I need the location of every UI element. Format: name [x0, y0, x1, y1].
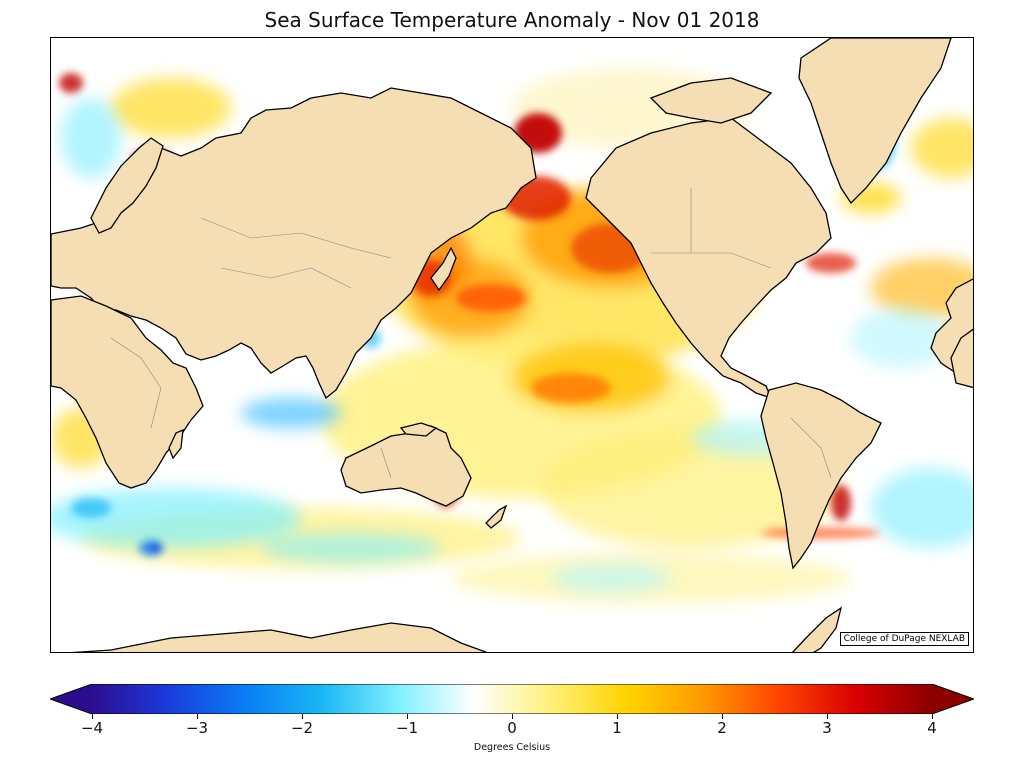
credit-label: College of DuPage NEXLAB [839, 632, 969, 646]
colorbar-gradient [92, 684, 932, 714]
colorbar-low-extend-arrow [50, 684, 92, 714]
greenland-landmass [798, 38, 952, 205]
political-borders [110, 188, 832, 479]
africa-east-edge-landmass [950, 328, 973, 389]
colorbar [50, 684, 974, 714]
antarctica-landmass [71, 622, 488, 652]
colorbar-tick-mark [302, 714, 303, 719]
colorbar-tick-mark [722, 714, 723, 719]
colorbar-tick-label: 4 [927, 719, 937, 737]
new-zealand-landmass [485, 504, 508, 529]
colorbar-tick-label: −3 [185, 719, 209, 737]
colorbar-tick-mark [197, 714, 198, 719]
north-america-landmass [585, 117, 832, 400]
colorbar-tick-label: 2 [717, 719, 727, 737]
colorbar-tick-label: 0 [507, 719, 517, 737]
colorbar-tick-label: −1 [395, 719, 419, 737]
colorbar-tick-label: −2 [290, 719, 314, 737]
colorbar-tick-label: 3 [822, 719, 832, 737]
colorbar-label: Degrees Celsius [473, 742, 551, 753]
madagascar-landmass [168, 428, 184, 460]
map-canvas [51, 38, 973, 652]
colorbar-tick-mark [407, 714, 408, 719]
colorbar-high-extend-arrow [932, 684, 974, 714]
land-masses [51, 38, 973, 652]
map-title: Sea Surface Temperature Anomaly - Nov 01… [264, 8, 760, 32]
colorbar-tick-mark [512, 714, 513, 719]
sst-anomaly-map: College of DuPage NEXLAB [50, 37, 974, 653]
colorbar-ticks: −4 −3 −2 −1 0 1 2 3 4 [50, 714, 974, 738]
scandinavia-landmass [90, 137, 164, 234]
arctic-islands-landmass [649, 77, 773, 124]
antarctic-peninsula-landmass [791, 606, 843, 652]
japan-landmass [430, 246, 457, 292]
colorbar-tick-mark [827, 714, 828, 719]
colorbar-tick-mark [92, 714, 93, 719]
colorbar-tick-mark [617, 714, 618, 719]
eurasia-landmass [51, 87, 537, 400]
new-guinea-landmass [399, 422, 438, 437]
colorbar-tick-label: 1 [612, 719, 622, 737]
colorbar-tick-mark [932, 714, 933, 719]
south-america-landmass [760, 382, 882, 570]
colorbar-tick-label: −4 [80, 719, 104, 737]
colorbar-graphic [50, 684, 974, 714]
